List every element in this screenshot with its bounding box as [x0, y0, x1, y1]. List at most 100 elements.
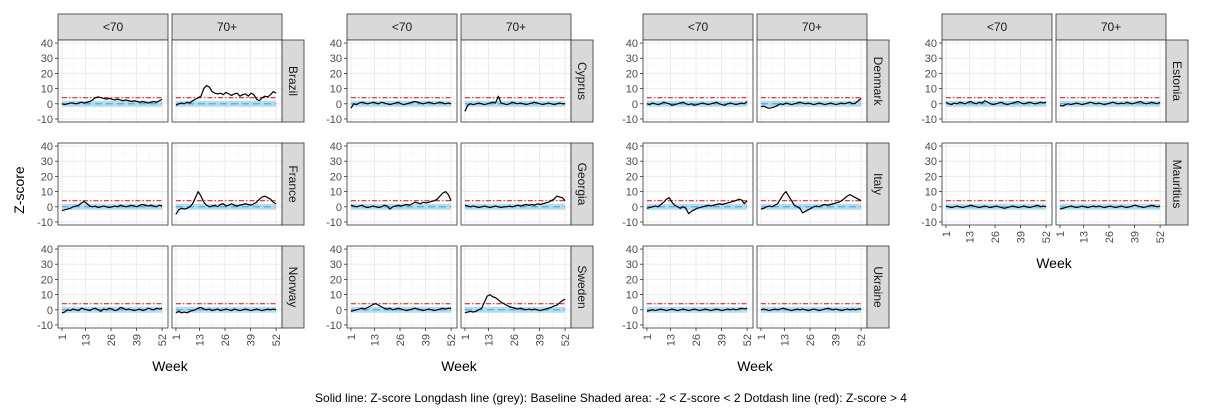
y-tick-label: -10 — [622, 217, 638, 229]
x-tick-label: 13 — [195, 334, 207, 346]
y-tick-label: 0 — [47, 305, 53, 317]
panel-border — [941, 39, 1053, 123]
y-tick-label: 20 — [41, 274, 53, 286]
country-label: Denmark — [871, 57, 885, 107]
y-tick-label: 20 — [626, 274, 638, 286]
facet-strip-estonia — [1165, 39, 1189, 123]
zscore-series-mauritius-70-plus — [1059, 204, 1161, 210]
facet-strip-ukraine — [866, 245, 890, 329]
x-tick-label: 39 — [421, 334, 433, 346]
zscore-series-france-under-70 — [61, 200, 163, 212]
facet-strip-cyprus — [570, 39, 594, 123]
country-label: Italy — [871, 173, 885, 195]
y-tick-label: 40 — [330, 244, 342, 256]
x-tick-label: 52 — [560, 334, 572, 346]
facet-strip-brazil — [281, 39, 305, 123]
y-tick-label: 10 — [626, 187, 638, 199]
y-tick-label: 0 — [931, 202, 937, 214]
zscore-series-norway-under-70 — [61, 306, 163, 314]
facet-strip-sweden — [570, 245, 594, 329]
y-tick-label: 40 — [330, 141, 342, 153]
facet-strip-denmark — [866, 39, 890, 123]
zscore-series-ukraine-70-plus — [760, 307, 862, 312]
x-tick-label: 26 — [990, 231, 1002, 243]
x-tick-label: 52 — [742, 334, 754, 346]
facet-strip-label: 70+ — [1101, 20, 1121, 34]
zscore-series-cyprus-70-plus — [464, 95, 566, 112]
panel-border — [642, 39, 754, 123]
x-tick-label: 1 — [346, 334, 358, 340]
zscore-series-sweden-70-plus — [464, 293, 566, 314]
x-axis-title: Week — [152, 358, 189, 374]
x-tick-label: 1 — [642, 334, 654, 340]
facet-strip-france — [281, 142, 305, 226]
zscore-series-denmark-70-plus — [760, 97, 862, 109]
y-tick-label: 40 — [626, 38, 638, 50]
y-tick-label: -10 — [37, 114, 53, 126]
y-tick-label: 30 — [925, 53, 937, 65]
legend-caption: Solid line: Z-score Longdash line (grey)… — [315, 391, 907, 405]
y-tick-label: 0 — [336, 202, 342, 214]
zscore-series-georgia-under-70 — [350, 190, 452, 210]
y-tick-label: 0 — [632, 202, 638, 214]
y-tick-label: 30 — [41, 259, 53, 271]
panel-border — [346, 245, 458, 329]
zscore-series-georgia-70-plus — [464, 195, 566, 209]
country-label: Georgia — [575, 163, 589, 206]
x-axis-title: Week — [441, 358, 478, 374]
panel-border — [642, 245, 754, 329]
y-tick-label: 40 — [41, 244, 53, 256]
facet-strip-italy — [866, 142, 890, 226]
zscore-series-ukraine-under-70 — [646, 307, 748, 312]
x-tick-label: 13 — [965, 231, 977, 243]
facet-strip-label: <70 — [987, 20, 1008, 34]
x-tick-label: 52 — [446, 334, 458, 346]
y-tick-label: 20 — [330, 68, 342, 80]
y-tick-label: 20 — [41, 68, 53, 80]
y-tick-label: 0 — [336, 99, 342, 111]
zscore-series-norway-70-plus — [175, 306, 277, 314]
y-tick-label: 0 — [336, 305, 342, 317]
x-tick-label: 39 — [246, 334, 258, 346]
y-tick-label: 40 — [626, 141, 638, 153]
x-tick-label: 13 — [666, 334, 678, 346]
x-tick-label: 13 — [81, 334, 93, 346]
y-tick-label: 10 — [925, 187, 937, 199]
y-tick-label: -10 — [921, 217, 937, 229]
zscore-series-france-70-plus — [175, 190, 277, 215]
y-tick-label: 20 — [330, 274, 342, 286]
facet-strip-label: <70 — [392, 20, 413, 34]
x-tick-label: 26 — [509, 334, 521, 346]
facet-strip-under-70 — [941, 13, 1053, 41]
y-tick-label: 30 — [626, 53, 638, 65]
country-label: Mauritius — [1170, 160, 1184, 209]
panel-border — [941, 142, 1053, 226]
y-tick-label: 40 — [626, 244, 638, 256]
y-tick-label: 0 — [632, 99, 638, 111]
x-tick-label: 52 — [157, 334, 169, 346]
y-axis-title: Z-score — [11, 166, 27, 214]
zscore-series-brazil-under-70 — [61, 96, 163, 106]
country-label: Sweden — [575, 265, 589, 308]
x-tick-label: 13 — [484, 334, 496, 346]
y-tick-label: 40 — [925, 38, 937, 50]
x-tick-label: 1 — [941, 231, 953, 237]
panel-border — [346, 39, 458, 123]
facet-strip-label: <70 — [103, 20, 124, 34]
y-tick-label: 0 — [632, 305, 638, 317]
x-tick-label: 1 — [1055, 231, 1067, 237]
x-tick-label: 1 — [756, 334, 768, 340]
x-tick-label: 1 — [57, 334, 69, 340]
x-tick-label: 39 — [1016, 231, 1028, 243]
x-tick-label: 39 — [831, 334, 843, 346]
y-tick-label: 30 — [626, 259, 638, 271]
x-tick-label: 52 — [271, 334, 283, 346]
facet-strip-mauritius — [1165, 142, 1189, 226]
zscore-series-denmark-under-70 — [646, 101, 748, 106]
x-tick-label: 26 — [106, 334, 118, 346]
y-tick-label: 20 — [626, 171, 638, 183]
x-tick-label: 52 — [856, 334, 868, 346]
x-axis-title: Week — [1036, 255, 1073, 271]
